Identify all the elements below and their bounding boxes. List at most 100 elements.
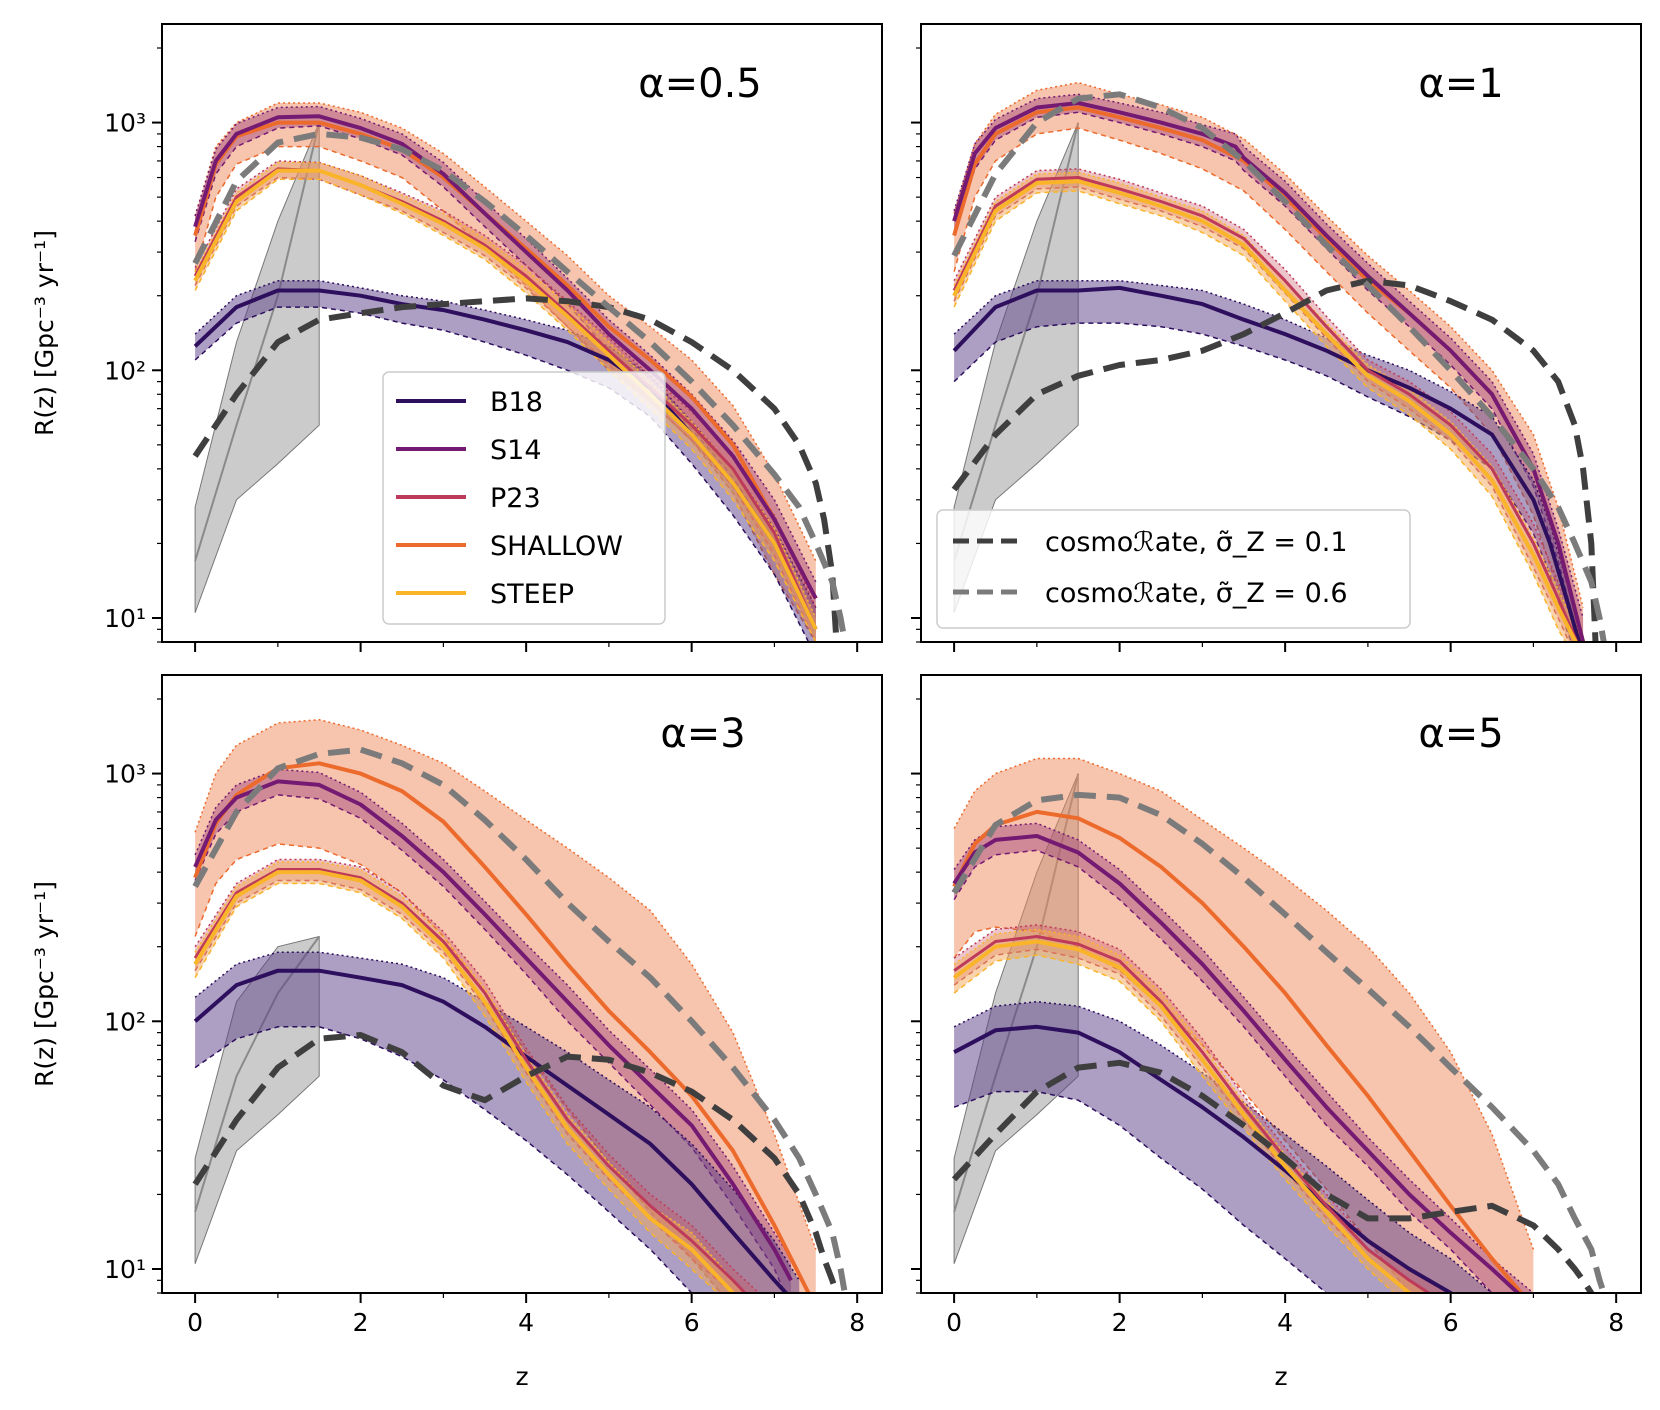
x-tick-label: 6 <box>1443 1308 1459 1337</box>
band-lower-s14 <box>953 111 1581 642</box>
y-tick-label: 10¹ <box>104 1255 146 1284</box>
line-cosmorate-0.1 <box>192 1032 840 1293</box>
x-tick-label: 2 <box>1112 1308 1128 1337</box>
band-steep <box>195 861 746 1293</box>
plot-area <box>192 102 848 642</box>
legend-entry-b18: B18 <box>396 387 543 418</box>
line-cosmorate-0.1 <box>951 1059 1595 1293</box>
band-upper-shallow <box>953 81 1584 608</box>
x-tick-label: 2 <box>353 1308 369 1337</box>
y-tick-label: 10³ <box>104 760 146 789</box>
panel-alpha-5: 0 2 4 6 8 α=5 z <box>911 674 1642 1391</box>
legend-models: B18 S14 P23 SHALLOW STEEP <box>382 371 666 625</box>
axis-ticks <box>911 47 1618 652</box>
plot-area <box>951 81 1607 642</box>
legend-box <box>382 371 666 625</box>
legend-entry-cosmorate-0.6: cosmoℛate, σ̃_Z = 0.6 <box>953 578 1348 609</box>
band-steep <box>954 929 1429 1293</box>
y-axis-label: R(z) [Gpc⁻³ yr⁻¹] <box>30 881 59 1087</box>
legend-label: SHALLOW <box>490 531 623 562</box>
band-upper-s14 <box>194 768 792 1260</box>
axis-ticks: 0 2 4 6 8 10¹ 10² 10³ <box>104 698 865 1337</box>
panel-title: α=3 <box>660 711 745 757</box>
line-cosmorate-0.1 <box>951 277 1599 642</box>
line-shallow <box>193 761 811 1293</box>
line-steep <box>193 870 736 1293</box>
band-shallow <box>954 82 1584 642</box>
band-b18 <box>954 1001 1492 1293</box>
band-lower-s14 <box>194 125 817 630</box>
legend-cosmorate: cosmoℛate, σ̃_Z = 0.1 cosmoℛate, σ̃_Z = … <box>936 509 1411 629</box>
x-tick-label: 0 <box>187 1308 203 1337</box>
legend-entry-steep: STEEP <box>396 579 574 610</box>
axis-ticks: 0 2 4 6 8 <box>911 698 1624 1337</box>
band-lower-b18 <box>953 322 1573 642</box>
band-b18 <box>954 280 1584 642</box>
band-upper-p23 <box>953 924 1452 1293</box>
band-lower-steep <box>194 882 719 1293</box>
legend-entry-cosmorate-0.1: cosmoℛate, σ̃_Z = 0.1 <box>953 527 1348 558</box>
panel-frame <box>920 23 1642 643</box>
band-lower-shallow <box>953 926 1411 1293</box>
band-lower-steep <box>194 178 817 642</box>
band-upper-b18 <box>953 279 1584 642</box>
band-upper-p23 <box>953 168 1584 642</box>
line-b18 <box>952 285 1582 642</box>
band-steep <box>954 172 1584 642</box>
line-p23 <box>952 176 1579 642</box>
band-upper-steep <box>194 161 817 619</box>
legend-entry-shallow: SHALLOW <box>396 531 623 562</box>
line-cosmorate-0.6 <box>192 130 848 642</box>
line-b18 <box>193 968 789 1293</box>
legend-label: S14 <box>490 435 542 466</box>
panel-frame <box>920 674 1642 1294</box>
legend-entry-p23: P23 <box>396 483 541 514</box>
panel-frame <box>161 674 883 1294</box>
plot-area <box>951 757 1607 1293</box>
band-lower-b18 <box>953 1090 1328 1293</box>
line-p23 <box>193 868 748 1293</box>
x-tick-label: 8 <box>849 1308 865 1337</box>
band-lower-steep <box>953 954 1395 1293</box>
legend-label: B18 <box>490 387 543 418</box>
panel-frame <box>161 23 883 643</box>
line-p23 <box>953 935 1432 1293</box>
line-s14 <box>193 779 793 1282</box>
x-tick-label: 4 <box>1277 1308 1293 1337</box>
line-s14 <box>193 114 818 600</box>
band-steep <box>195 162 816 642</box>
band-upper-shallow <box>953 757 1535 1250</box>
y-tick-label: 10¹ <box>104 604 146 633</box>
panel-title: α=1 <box>1418 61 1503 107</box>
x-tick-label: 4 <box>518 1308 534 1337</box>
line-s14 <box>952 101 1586 642</box>
line-steep <box>193 168 818 631</box>
panel-alpha-0.5: 10¹ 10² 10³ α=0.5 R(z) [Gpc⁻³ yr⁻¹] <box>30 23 883 652</box>
x-tick-label: 0 <box>946 1308 962 1337</box>
y-axis-label: R(z) [Gpc⁻³ yr⁻¹] <box>30 230 59 436</box>
y-tick-label: 10³ <box>104 109 146 138</box>
line-b18 <box>953 1024 1455 1293</box>
legend-box <box>936 509 1411 629</box>
observed-rate-line <box>953 122 1080 562</box>
band-b18 <box>195 280 816 642</box>
x-axis-label: z <box>1274 1362 1287 1391</box>
y-tick-label: 10² <box>104 1007 146 1036</box>
legend-label: cosmoℛate, σ̃_Z = 0.1 <box>1045 527 1348 558</box>
panel-title: α=5 <box>1418 711 1503 757</box>
band-upper-shallow <box>194 102 817 562</box>
panel-title: α=0.5 <box>638 61 762 107</box>
legend-label: cosmoℛate, σ̃_Z = 0.6 <box>1045 578 1348 609</box>
plot-area <box>192 718 848 1293</box>
band-upper-shallow <box>194 718 817 1250</box>
panel-alpha-3: 0 2 4 6 8 10¹ 10² 10³ α=3 R(z) [Gpc⁻³ yr⁻¹] z <box>30 674 883 1391</box>
panel-alpha-1: α=1 <box>911 23 1642 652</box>
line-cosmorate-0.6 <box>951 791 1607 1293</box>
x-tick-label: 6 <box>684 1308 700 1337</box>
observed-rate-line <box>194 122 321 562</box>
band-upper-s14 <box>953 822 1534 1293</box>
band-lower-s14 <box>953 849 1494 1293</box>
line-cosmorate-0.6 <box>192 746 848 1293</box>
line-steep <box>952 179 1578 642</box>
